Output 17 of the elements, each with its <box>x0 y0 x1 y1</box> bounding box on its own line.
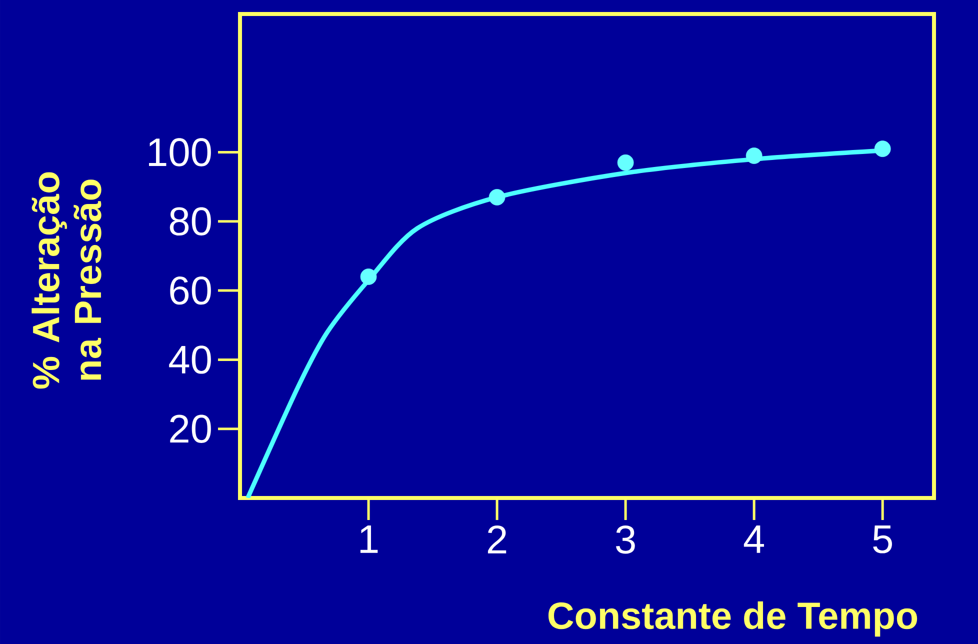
x-tick-label: 4 <box>744 526 764 553</box>
x-tick-label: 1 <box>360 526 378 553</box>
y-tick-label: 80 <box>170 207 211 236</box>
y-tick-label: 20 <box>170 414 211 443</box>
y-tick-label: 60 <box>170 276 211 305</box>
y-tick-label: 100 <box>149 138 211 166</box>
x-axis-title: Constante de Tempo <box>548 601 918 637</box>
x-tick-label: 3 <box>616 526 635 554</box>
x-tick-label: 2 <box>488 526 506 554</box>
point <box>746 148 762 164</box>
point <box>360 268 377 285</box>
y-tick-label: 40 <box>169 346 211 374</box>
point <box>617 154 634 171</box>
y-axis-title: % Alteração na Pressão <box>32 172 102 389</box>
point <box>874 140 891 158</box>
x-tick-label: 5 <box>873 526 892 554</box>
point <box>488 189 506 206</box>
